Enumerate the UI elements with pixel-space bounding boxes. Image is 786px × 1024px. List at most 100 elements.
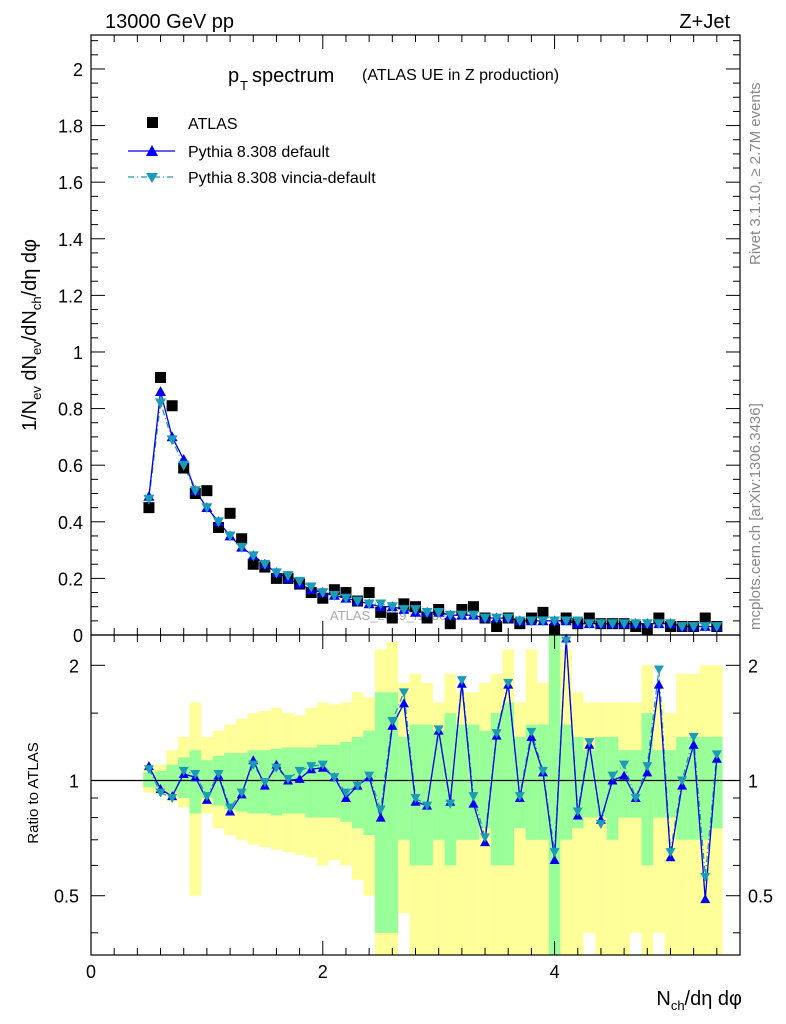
green-band-bin bbox=[699, 736, 712, 840]
ratio-vincia-point bbox=[422, 801, 433, 811]
top-y-tick-label: 1.4 bbox=[58, 230, 83, 250]
title-note: (ATLAS UE in Z production) bbox=[362, 67, 559, 84]
green-band-bin bbox=[363, 730, 375, 836]
ratio-y-tick-label-right: 1 bbox=[748, 772, 758, 792]
vincia-point bbox=[317, 588, 329, 599]
yellow-band-bin bbox=[583, 702, 596, 933]
green-band-bin bbox=[467, 724, 480, 840]
legend-label-default: Pythia 8.308 default bbox=[188, 144, 330, 161]
green-band-bin bbox=[143, 772, 155, 788]
x-tick-label: 2 bbox=[318, 962, 328, 982]
vincia-point bbox=[421, 607, 433, 618]
vincia-point bbox=[572, 616, 584, 627]
vincia-point bbox=[549, 616, 561, 627]
ratio-vincia-point bbox=[340, 788, 351, 798]
process-label: Z+Jet bbox=[679, 11, 730, 33]
ratio-vincia-point bbox=[387, 717, 398, 727]
yellow-band-bin bbox=[653, 702, 665, 933]
green-band-bin bbox=[456, 724, 468, 840]
vincia-point bbox=[166, 435, 178, 446]
vincia-point bbox=[537, 616, 549, 627]
vincia-point bbox=[386, 602, 398, 613]
yellow-band-bin bbox=[618, 702, 630, 955]
vincia-point bbox=[282, 571, 294, 582]
ratio-vincia-point bbox=[317, 760, 328, 770]
vincia-point bbox=[583, 619, 595, 630]
vincia-point bbox=[352, 596, 364, 607]
top-y-tick-label: 1 bbox=[73, 343, 83, 363]
atlas-point bbox=[653, 612, 665, 624]
ratio-vincia-point bbox=[352, 781, 363, 791]
ratio-vincia-point bbox=[167, 794, 178, 804]
vincia-point bbox=[467, 610, 479, 621]
bottom-panel-frame bbox=[90, 634, 741, 956]
atlas-point bbox=[537, 606, 549, 618]
green-band-bin bbox=[548, 635, 561, 955]
ratio-default-point bbox=[375, 812, 386, 822]
ratio-vincia-point bbox=[225, 803, 236, 813]
atlas-point bbox=[444, 618, 456, 630]
ratio-vincia-point bbox=[619, 760, 630, 770]
vincia-point bbox=[595, 619, 607, 630]
atlas-point bbox=[456, 604, 468, 616]
vincia-point bbox=[363, 599, 375, 610]
ratio-vincia-point bbox=[456, 676, 467, 686]
x-tick-label: 4 bbox=[550, 962, 560, 982]
green-band-bin bbox=[432, 730, 445, 840]
ratio-vincia-point bbox=[642, 762, 653, 772]
vincia-point bbox=[155, 398, 167, 409]
atlas-point bbox=[398, 598, 410, 610]
ratio-vincia-point bbox=[190, 769, 201, 779]
title-rest: spectrum bbox=[252, 65, 334, 87]
ratio-vincia-point bbox=[259, 778, 270, 788]
vincia-point bbox=[398, 605, 410, 616]
top-panel-series bbox=[143, 371, 723, 635]
ratio-y-tick-label-right: 2 bbox=[748, 656, 758, 676]
ratio-vincia-point bbox=[700, 872, 711, 882]
top-y-tick-label: 1.8 bbox=[58, 117, 83, 137]
ratio-vincia-point bbox=[468, 792, 479, 802]
vincia-point bbox=[676, 622, 688, 633]
ratio-vincia-point bbox=[480, 833, 491, 843]
vincia-point bbox=[560, 616, 572, 627]
vincia-point bbox=[688, 622, 700, 633]
green-band-bin bbox=[664, 750, 677, 818]
yellow-band-bin bbox=[629, 702, 642, 933]
vincia-point bbox=[247, 551, 259, 562]
ratio-y-axis-title: Ratio to ATLAS bbox=[25, 742, 42, 843]
green-band-bin bbox=[629, 750, 642, 818]
atlas-point bbox=[491, 621, 503, 633]
atlas-point bbox=[421, 612, 433, 624]
ratio-vincia-point bbox=[677, 776, 688, 786]
green-band-bin bbox=[653, 750, 665, 818]
plot-title: p T spectrum (ATLAS UE in Z production) bbox=[228, 65, 559, 93]
top-y-tick-label: 0 bbox=[73, 626, 83, 646]
ratio-vincia-point bbox=[283, 774, 294, 784]
ratio-vincia-point bbox=[294, 766, 305, 776]
vincia-point bbox=[340, 593, 352, 604]
top-y-tick-label: 0.4 bbox=[58, 513, 83, 533]
ratio-default-point bbox=[294, 773, 305, 783]
vincia-point bbox=[189, 486, 201, 497]
green-band-bin bbox=[421, 724, 433, 866]
ratio-vincia-point bbox=[549, 848, 560, 858]
green-band-bin bbox=[247, 750, 260, 814]
ratio-default-point bbox=[398, 698, 409, 708]
green-band-bin bbox=[270, 748, 283, 816]
atlas-point bbox=[155, 371, 167, 383]
x-tick-label: 0 bbox=[86, 962, 96, 982]
ratio-vincia-point bbox=[503, 678, 514, 688]
vincia-point bbox=[212, 517, 224, 528]
vincia-point bbox=[456, 610, 468, 621]
vincia-point bbox=[375, 599, 387, 610]
ratio-vincia-point bbox=[561, 636, 572, 646]
legend-label-atlas: ATLAS bbox=[188, 116, 238, 133]
top-y-tick-label: 0.8 bbox=[58, 400, 83, 420]
atlas-point bbox=[166, 400, 178, 412]
ratio-default-point bbox=[549, 854, 560, 864]
green-band-bin bbox=[687, 736, 700, 840]
ratio-vincia-point bbox=[306, 762, 317, 772]
vincia-point bbox=[491, 613, 503, 624]
ratio-vincia-point bbox=[201, 792, 212, 802]
